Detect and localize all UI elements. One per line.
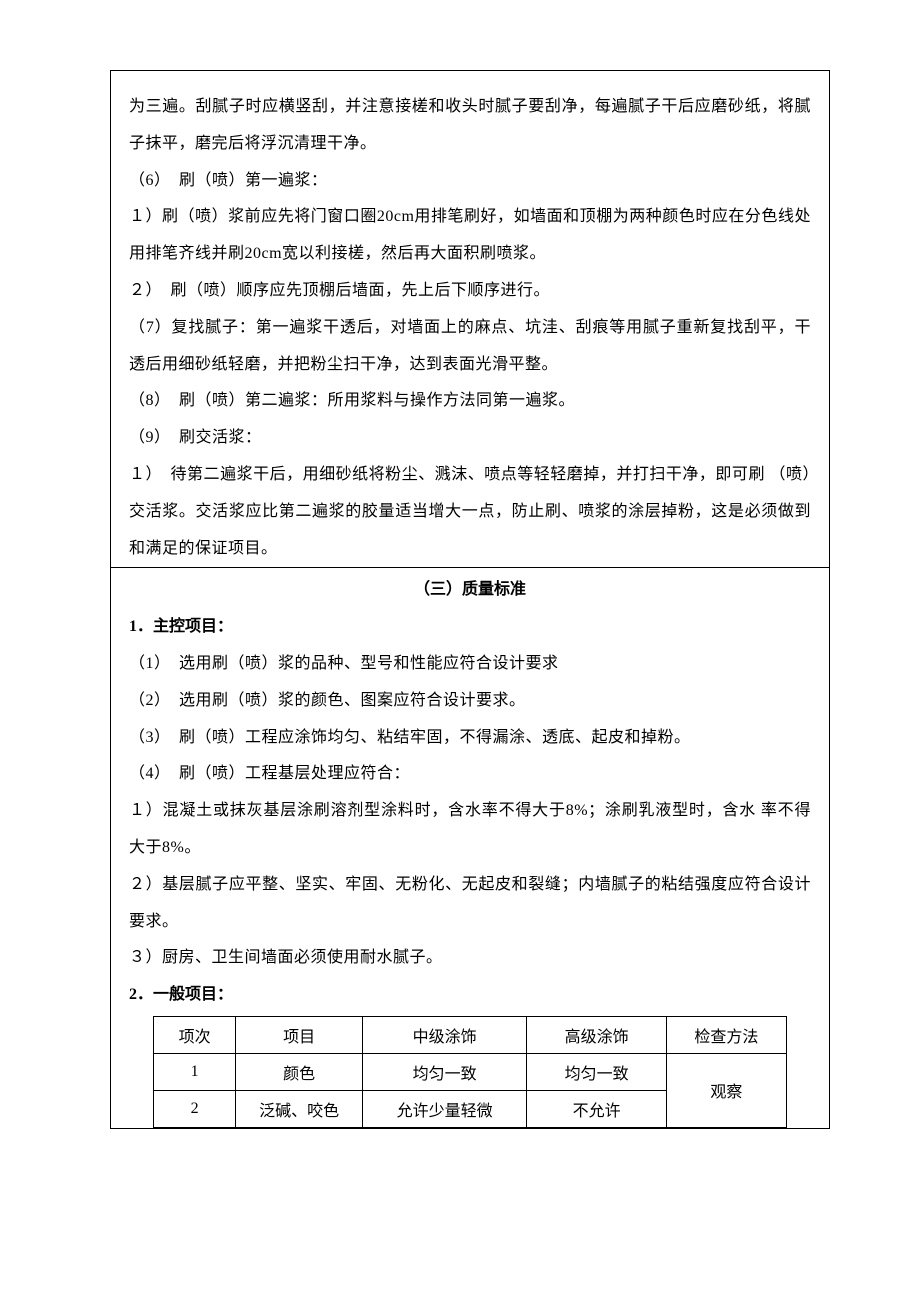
quality-item-2: （2） 选用刷（喷）浆的颜色、图案应符合设计要求。 bbox=[129, 683, 811, 720]
quality-item-3: （3） 刷（喷）工程应涂饰均匀、粘结牢固，不得漏涂、透底、起皮和掉粉。 bbox=[129, 720, 811, 757]
table-cell: 2 bbox=[154, 1090, 236, 1127]
table-cell: 不允许 bbox=[527, 1090, 666, 1127]
table-header-cell: 项次 bbox=[154, 1016, 236, 1053]
table-cell: 泛碱、咬色 bbox=[236, 1090, 363, 1127]
table-cell: 均匀一致 bbox=[527, 1053, 666, 1090]
item-6-sub1: １）刷（喷）浆前应先将门窗口圈20cm用排笔刷好，如墙面和顶棚为两种颜色时应在分… bbox=[129, 199, 811, 273]
paragraph-continuation: 为三遍。刮腻子时应横竖刮，并注意接槎和收头时腻子要刮净，每遍腻子干后应磨砂纸，将… bbox=[129, 89, 811, 163]
quality-item-4: （4） 刷（喷）工程基层处理应符合： bbox=[129, 756, 811, 793]
item-7: （7）复找腻子：第一遍浆干透后，对墙面上的麻点、坑洼、刮痕等用腻子重新复找刮平，… bbox=[129, 310, 811, 384]
table-header-cell: 高级涂饰 bbox=[527, 1016, 666, 1053]
table-header-row: 项次 项目 中级涂饰 高级涂饰 检查方法 bbox=[154, 1016, 787, 1053]
quality-item-4-sub2: ２）基层腻子应平整、坚实、牢固、无粉化、无起皮和裂缝；内墙腻子的粘结强度应符合设… bbox=[129, 867, 811, 941]
section-divider bbox=[111, 567, 829, 568]
item-9-title: （9） 刷交活浆： bbox=[129, 420, 811, 457]
quality-item-4-sub3: ３）厨房、卫生间墙面必须使用耐水腻子。 bbox=[129, 940, 811, 977]
subtitle-main-items: 1．主控项目： bbox=[129, 609, 811, 646]
item-6-sub2: ２） 刷（喷）顺序应先顶棚后墙面，先上后下顺序进行。 bbox=[129, 273, 811, 310]
quality-item-1: （1） 选用刷（喷）浆的品种、型号和性能应符合设计要求 bbox=[129, 646, 811, 683]
table-header-cell: 检查方法 bbox=[666, 1016, 786, 1053]
table-cell: 颜色 bbox=[236, 1053, 363, 1090]
table-cell: 允许少量轻微 bbox=[362, 1090, 527, 1127]
item-6-title: （6） 刷（喷）第一遍浆： bbox=[129, 163, 811, 200]
section-3-title: （三）质量标准 bbox=[129, 572, 811, 609]
quality-item-4-sub1: １）混凝土或抹灰基层涂刷溶剂型涂料时，含水率不得大于8%；涂刷乳液型时，含水 率… bbox=[129, 793, 811, 867]
page-content-frame: 为三遍。刮腻子时应横竖刮，并注意接槎和收头时腻子要刮净，每遍腻子干后应磨砂纸，将… bbox=[110, 70, 830, 1129]
table-row: 1 颜色 均匀一致 均匀一致 观察 bbox=[154, 1053, 787, 1090]
subtitle-general-items: 2．一般项目： bbox=[129, 977, 811, 1014]
table-header-cell: 项目 bbox=[236, 1016, 363, 1053]
table-cell: 均匀一致 bbox=[362, 1053, 527, 1090]
quality-table-wrapper: 项次 项目 中级涂饰 高级涂饰 检查方法 1 颜色 均匀一致 均匀一致 观察 2… bbox=[153, 1016, 787, 1128]
table-header-cell: 中级涂饰 bbox=[362, 1016, 527, 1053]
table-cell-merged: 观察 bbox=[666, 1053, 786, 1127]
item-9-sub1: １） 待第二遍浆干后，用细砂纸将粉尘、溅沫、喷点等轻轻磨掉，并打扫干净，即可刷 … bbox=[129, 457, 811, 567]
table-cell: 1 bbox=[154, 1053, 236, 1090]
item-8: （8） 刷（喷）第二遍浆：所用浆料与操作方法同第一遍浆。 bbox=[129, 383, 811, 420]
quality-standards-table: 项次 项目 中级涂饰 高级涂饰 检查方法 1 颜色 均匀一致 均匀一致 观察 2… bbox=[153, 1016, 787, 1128]
